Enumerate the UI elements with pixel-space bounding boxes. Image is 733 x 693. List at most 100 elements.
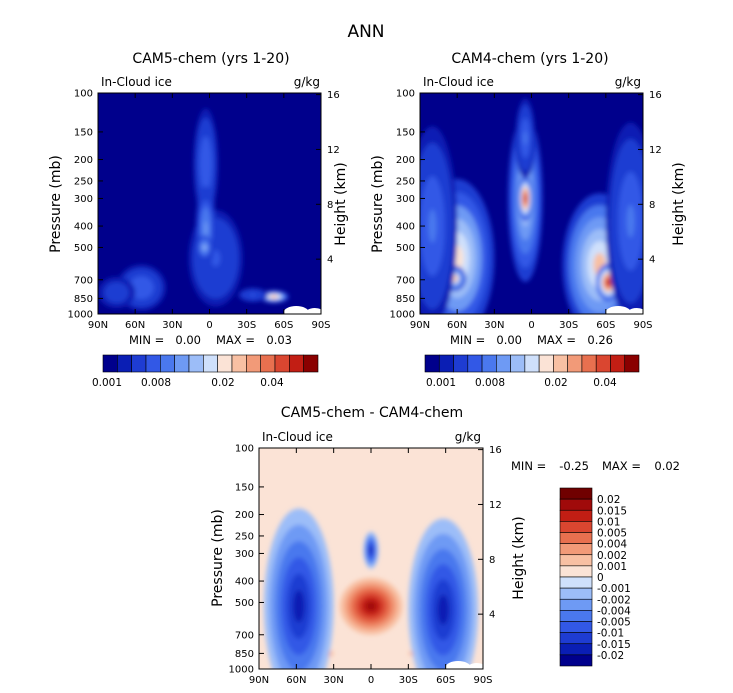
contour-level [250,293,256,297]
y-tick-label: 500 [396,243,415,254]
contour-level [523,131,527,145]
y-tick-label: 300 [396,194,415,205]
x-tick-label: 90N [249,675,269,686]
x-tick-label: 0 [206,320,212,331]
y2-tick-label: 4 [489,610,495,621]
x-tick-label: 60S [436,675,455,686]
max-label: MAX = [537,333,576,347]
colorbar-cell [424,354,440,373]
colorbar-cell [559,554,593,567]
contour-level [271,295,277,298]
colorbar-label: -0.001 [597,583,631,595]
variable-label: In-Cloud ice [101,75,172,89]
x-tick-label: 30N [162,320,182,331]
topography-mask [466,663,483,669]
colorbar-cell [559,565,593,578]
y-tick-label: 1000 [229,665,254,676]
panel-title: CAM5-chem - CAM4-chem [281,405,463,421]
colorbar-cell [610,354,626,373]
max-label: MAX = [216,333,255,347]
y-tick-label: 200 [235,510,254,521]
y-tick-label: 300 [235,549,254,560]
y2-tick-label: 8 [327,200,333,211]
contour-level [203,154,208,174]
y-tick-label: 100 [74,89,93,100]
figure-title: ANN [347,22,384,42]
colorbar-cell [553,354,568,373]
colorbar-cell [559,543,593,556]
contour-level [452,276,457,281]
x-tick-label: 90S [311,320,330,331]
colorbar-cell [559,521,593,533]
colorbar-cell [246,354,261,373]
y2-axis-title: Height (km) [671,162,687,245]
y-tick-label: 250 [74,176,93,187]
y2-tick-label: 8 [489,555,495,566]
y-tick-label: 150 [396,127,415,138]
colorbar-label: 0.015 [597,505,627,517]
panel-title: CAM4-chem (yrs 1-20) [451,51,608,67]
colorbar-cell [538,354,554,373]
topography-mask [605,306,631,314]
y-tick-label: 850 [235,649,254,660]
contour-plot [97,92,322,315]
colorbar-label: 0.02 [211,377,234,389]
panel-title: CAM5-chem (yrs 1-20) [132,51,289,67]
topography-mask [445,661,471,669]
colorbar-label: -0.002 [597,594,631,606]
colorbar-cell [567,354,583,373]
colorbar-cell [559,632,593,645]
y-tick-label: 850 [74,294,93,305]
colorbar-cell [481,354,497,373]
colorbar: 0.001 0.008 0.02 0.04 [92,354,319,389]
colorbar-label: 0.04 [593,377,617,389]
y2-tick-label: 8 [649,200,655,211]
y-tick-label: 400 [74,222,93,233]
y2-tick-label: 4 [649,255,655,266]
y-axis-title: Pressure (mb) [210,509,226,607]
contour-level [437,594,449,626]
colorbar-cell [559,498,593,511]
colorbar-label: 0.001 [597,561,627,573]
y-tick-label: 400 [235,577,254,588]
contour-plot [419,92,644,315]
min-value: 0.00 [496,333,522,347]
axis-ticks: 90N 60N 30N 0 30S 60S 90S 100 150 200 250 300 400 500… [68,89,340,332]
colorbar-cell [524,354,540,373]
contour-level [626,204,635,238]
units-label: g/kg [294,75,320,89]
y-tick-label: 700 [74,275,93,286]
colorbar-cell [624,354,640,373]
max-value: 0.03 [266,333,292,347]
min-max-stats: MIN = 0.00 MAX = 0.26 [450,333,613,347]
colorbar-label: 0.002 [597,550,627,562]
contour-plot [258,447,484,670]
contour-level [606,279,611,286]
y-tick-label: 150 [74,127,93,138]
min-value: 0.00 [175,333,201,347]
x-tick-label: 90N [410,320,430,331]
x-tick-label: 60N [286,675,306,686]
contour-level [113,289,120,296]
x-tick-label: 0 [368,675,374,686]
topography-mask [626,308,643,314]
colorbar-cell [131,354,147,373]
colorbar: 0.001 0.008 0.02 0.04 [424,354,640,389]
colorbar-label: -0.01 [597,628,624,640]
y2-tick-label: 12 [489,500,502,511]
colorbar-cell [496,354,511,373]
min-label: MIN = [450,333,485,347]
colorbar-cell [559,598,593,611]
y-tick-label: 250 [396,176,415,187]
contour-level [293,589,305,623]
colorbar-cell [145,354,161,373]
colorbar-label: 0.004 [597,539,627,551]
y-tick-label: 500 [235,598,254,609]
y2-tick-label: 4 [327,255,333,266]
colorbar-cell [559,621,593,633]
colorbar-cell [559,610,593,622]
colorbar-cell [102,354,118,373]
min-label: MIN = [129,333,164,347]
y2-tick-label: 12 [327,145,340,156]
y-tick-label: 200 [396,155,415,166]
